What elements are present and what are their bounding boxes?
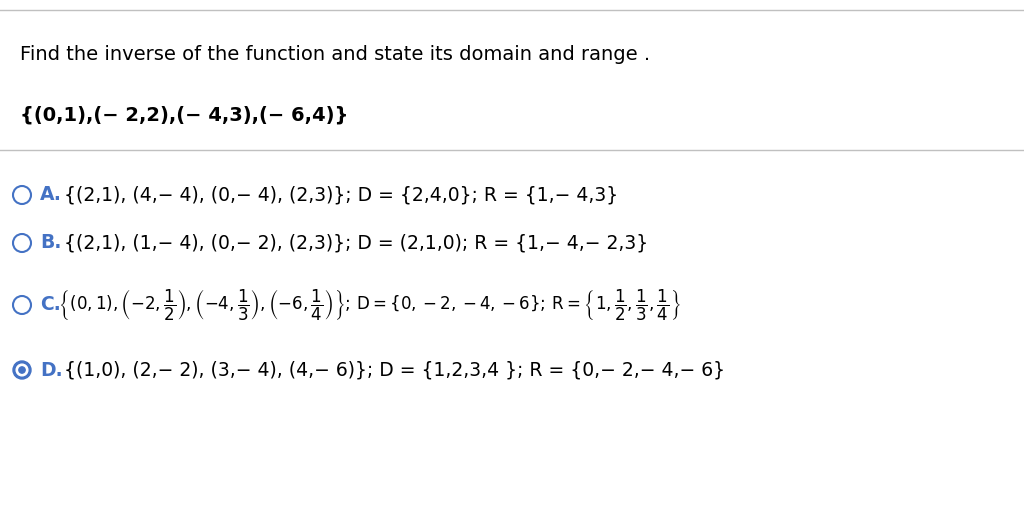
Circle shape — [13, 296, 31, 314]
Circle shape — [18, 367, 26, 373]
Text: {(2,1), (1,− 4), (0,− 2), (2,3)}; D = (2,1,0); R = {1,− 4,− 2,3}: {(2,1), (1,− 4), (0,− 2), (2,3)}; D = (2… — [58, 234, 648, 252]
Text: D.: D. — [40, 360, 62, 379]
Text: A.: A. — [40, 186, 61, 205]
Text: C.: C. — [40, 296, 60, 314]
Circle shape — [13, 234, 31, 252]
Circle shape — [13, 186, 31, 204]
Text: Find the inverse of the function and state its domain and range .: Find the inverse of the function and sta… — [20, 45, 650, 65]
Circle shape — [13, 361, 31, 379]
Circle shape — [16, 364, 28, 376]
Text: $\left\{(0,1),\left(-2,\dfrac{1}{2}\right),\left(-4,\dfrac{1}{3}\right),\left(-6: $\left\{(0,1),\left(-2,\dfrac{1}{2}\righ… — [58, 287, 681, 323]
Text: {(1,0), (2,− 2), (3,− 4), (4,− 6)}; D = {1,2,3,4 }; R = {0,− 2,− 4,− 6}: {(1,0), (2,− 2), (3,− 4), (4,− 6)}; D = … — [58, 360, 725, 379]
Text: {(0,1),(− 2,2),(− 4,3),(− 6,4)}: {(0,1),(− 2,2),(− 4,3),(− 6,4)} — [20, 105, 348, 125]
Text: B.: B. — [40, 234, 61, 252]
Text: {(2,1), (4,− 4), (0,− 4), (2,3)}; D = {2,4,0}; R = {1,− 4,3}: {(2,1), (4,− 4), (0,− 4), (2,3)}; D = {2… — [58, 186, 618, 205]
